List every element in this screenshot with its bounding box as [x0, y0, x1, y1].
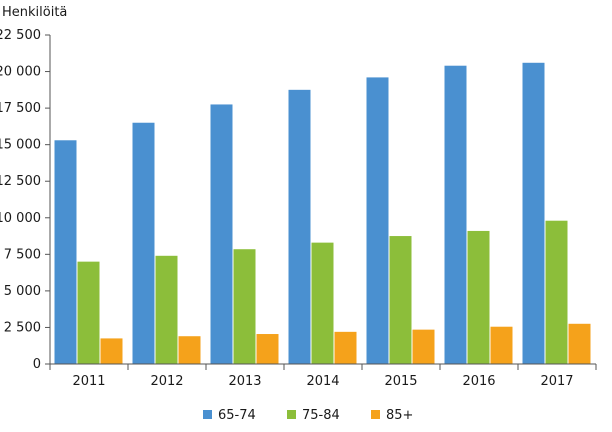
x-tick-label: 2012 — [150, 374, 183, 389]
bar-65-74-2015 — [366, 77, 389, 364]
legend: 65-74 75-84 85+ — [203, 408, 413, 423]
y-axis-title: Henkilöitä — [2, 5, 67, 20]
y-tick-label: 5 000 — [4, 284, 41, 299]
bar-85plus-2015 — [412, 329, 435, 364]
bar-85plus-2013 — [256, 334, 279, 364]
bar-75-84-2011 — [77, 261, 100, 364]
axes — [49, 35, 596, 365]
legend-swatch-85plus — [371, 410, 380, 419]
y-tick-label: 7 500 — [4, 247, 41, 262]
bar-65-74-2012 — [132, 122, 155, 364]
y-tick-label: 2 500 — [4, 320, 41, 335]
x-tick-label: 2015 — [384, 374, 417, 389]
bars — [54, 62, 591, 364]
y-tick-label: 15 000 — [0, 138, 41, 153]
bar-75-84-2014 — [311, 242, 334, 364]
bar-85plus-2016 — [490, 326, 513, 364]
y-tick-label: 12 500 — [0, 174, 41, 189]
bar-75-84-2013 — [233, 249, 256, 364]
y-tick-label: 10 000 — [0, 211, 41, 226]
x-tick-label: 2013 — [228, 374, 261, 389]
legend-label: 75-84 — [302, 408, 340, 423]
x-tick-label: 2016 — [462, 374, 495, 389]
bar-75-84-2012 — [155, 255, 178, 364]
y-tick-label: 22 500 — [0, 28, 41, 43]
y-tick-label: 0 — [33, 357, 41, 372]
legend-label: 85+ — [386, 408, 413, 423]
x-tick-label: 2011 — [72, 374, 105, 389]
bar-65-74-2011 — [54, 140, 77, 364]
x-tick-label: 2017 — [540, 374, 573, 389]
bar-75-84-2017 — [545, 220, 568, 364]
y-tick-label: 17 500 — [0, 101, 41, 116]
bar-85plus-2017 — [568, 323, 591, 364]
bar-65-74-2013 — [210, 104, 233, 364]
y-axis: 0 2 500 5 000 7 500 10 000 12 500 15 000 17 500… — [0, 28, 50, 372]
bar-65-74-2016 — [444, 65, 467, 364]
x-axis: 2011 2012 2013 2014 2015 2016 2017 — [49, 364, 597, 389]
legend-swatch-65-74 — [203, 410, 212, 419]
x-tick-label: 2014 — [306, 374, 339, 389]
legend-swatch-75-84 — [287, 410, 296, 419]
y-tick-label: 20 000 — [0, 65, 41, 80]
bar-85plus-2014 — [334, 331, 357, 364]
legend-label: 65-74 — [218, 408, 256, 423]
bar-65-74-2017 — [522, 62, 545, 364]
bar-85plus-2012 — [178, 336, 201, 364]
bar-75-84-2016 — [467, 230, 490, 364]
bar-85plus-2011 — [100, 338, 123, 364]
bar-75-84-2015 — [389, 236, 412, 364]
bar-65-74-2014 — [288, 89, 311, 364]
